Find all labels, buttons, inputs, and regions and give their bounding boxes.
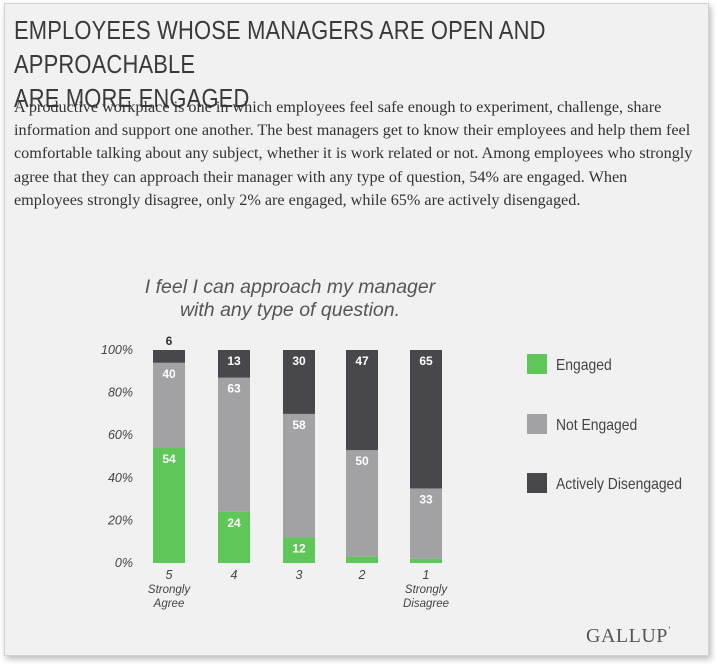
data-label: 6 xyxy=(166,334,173,348)
y-tick-label: 100% xyxy=(101,343,133,357)
bar-segment-engaged xyxy=(346,556,378,563)
category-label: 2 xyxy=(358,568,366,582)
category-sublabel: Disagree xyxy=(403,598,449,610)
bar-segment-not-engaged xyxy=(218,377,250,512)
y-tick-label: 60% xyxy=(108,428,133,442)
data-label: 24 xyxy=(227,516,241,530)
chart-title: I feel I can approach my manager with an… xyxy=(120,276,460,322)
bar-segment-not-engaged xyxy=(283,413,315,538)
category-sublabel: Strongly xyxy=(405,584,448,596)
bar-segment-not-engaged xyxy=(410,488,442,559)
data-label: 58 xyxy=(292,418,306,432)
category-label: 5 xyxy=(166,568,173,582)
gallup-logo: GALLUP’ xyxy=(586,625,671,648)
bar-segment-actively-disengaged xyxy=(410,350,442,489)
legend-swatch-engaged xyxy=(527,354,547,374)
legend-swatch-actively-disengaged xyxy=(527,473,547,493)
bar-segment-actively-disengaged xyxy=(346,350,378,451)
data-label: 54 xyxy=(162,452,176,466)
category-label: 4 xyxy=(231,568,238,582)
category-sublabel: Agree xyxy=(153,598,185,610)
data-label: 13 xyxy=(227,354,241,368)
trademark-mark: ’ xyxy=(667,625,672,635)
legend-label: Actively Disengaged xyxy=(556,475,682,493)
category-sublabel: Strongly xyxy=(148,584,191,596)
category-label: 1 xyxy=(423,568,430,582)
legend-label: Not Engaged xyxy=(556,416,637,434)
gallup-logo-text: GALLUP xyxy=(586,625,668,647)
title-line-2: ARE MORE ENGAGED xyxy=(14,85,250,113)
bar-segment-not-engaged xyxy=(153,362,185,448)
data-label: 47 xyxy=(355,354,369,368)
y-tick-label: 20% xyxy=(107,513,133,527)
data-label: 30 xyxy=(292,354,306,368)
bar-segment-engaged xyxy=(218,511,250,563)
data-label: 63 xyxy=(227,382,241,396)
y-tick-label: 40% xyxy=(108,471,133,485)
chart-title-line-1: I feel I can approach my manager xyxy=(144,276,436,298)
data-label: 65 xyxy=(419,354,433,368)
legend-swatch-not-engaged xyxy=(527,414,547,434)
data-label: 50 xyxy=(355,454,369,468)
bar-segment-actively-disengaged xyxy=(218,350,250,378)
title-line-1: EMPLOYEES WHOSE MANAGERS ARE OPEN AND AP… xyxy=(14,17,546,79)
category-label: 3 xyxy=(296,568,303,582)
bar-segment-actively-disengaged xyxy=(153,350,185,363)
bar-segment-engaged xyxy=(410,558,442,563)
chart-title-line-2: with any type of question. xyxy=(179,299,401,321)
data-label: 40 xyxy=(162,367,176,381)
legend-label: Engaged xyxy=(556,356,612,374)
data-label: 12 xyxy=(292,541,306,555)
bar-segment-engaged xyxy=(153,447,185,563)
description-text: A productive workplace is one in which e… xyxy=(14,98,693,209)
data-label: 33 xyxy=(419,492,433,506)
y-tick-label: 0% xyxy=(115,556,133,570)
bar-segment-not-engaged xyxy=(346,450,378,557)
bar-segment-engaged xyxy=(283,537,315,563)
page-title: EMPLOYEES WHOSE MANAGERS ARE OPEN AND AP… xyxy=(14,14,599,116)
y-tick-label: 80% xyxy=(108,386,133,400)
bar-segment-actively-disengaged xyxy=(283,350,315,414)
